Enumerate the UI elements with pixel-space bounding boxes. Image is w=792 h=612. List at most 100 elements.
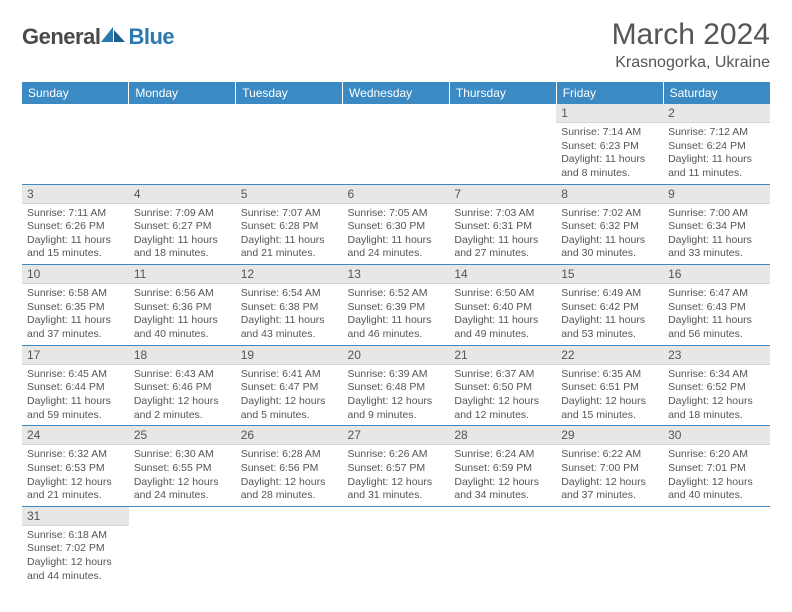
daylight-text: Daylight: 12 hours and 12 minutes. bbox=[454, 395, 551, 422]
daylight-text: Daylight: 11 hours and 43 minutes. bbox=[241, 314, 338, 341]
day-details: Sunrise: 7:05 AMSunset: 6:30 PMDaylight:… bbox=[343, 204, 450, 265]
day-header: Sunday bbox=[22, 82, 129, 104]
day-number: 23 bbox=[663, 346, 770, 365]
day-details: Sunrise: 6:24 AMSunset: 6:59 PMDaylight:… bbox=[449, 445, 556, 506]
sunrise-text: Sunrise: 6:43 AM bbox=[134, 368, 231, 382]
calendar-cell: 14Sunrise: 6:50 AMSunset: 6:40 PMDayligh… bbox=[449, 265, 556, 346]
day-details: Sunrise: 6:43 AMSunset: 6:46 PMDaylight:… bbox=[129, 365, 236, 426]
calendar-cell: 29Sunrise: 6:22 AMSunset: 7:00 PMDayligh… bbox=[556, 426, 663, 507]
brand-name-b: Blue bbox=[128, 24, 174, 50]
calendar-cell bbox=[129, 104, 236, 184]
day-details: Sunrise: 6:45 AMSunset: 6:44 PMDaylight:… bbox=[22, 365, 129, 426]
day-number: 19 bbox=[236, 346, 343, 365]
sunset-text: Sunset: 6:55 PM bbox=[134, 462, 231, 476]
calendar-cell bbox=[343, 506, 450, 586]
calendar-cell: 30Sunrise: 6:20 AMSunset: 7:01 PMDayligh… bbox=[663, 426, 770, 507]
sunrise-text: Sunrise: 7:02 AM bbox=[561, 207, 658, 221]
sunrise-text: Sunrise: 7:11 AM bbox=[27, 207, 124, 221]
calendar-cell: 26Sunrise: 6:28 AMSunset: 6:56 PMDayligh… bbox=[236, 426, 343, 507]
daylight-text: Daylight: 11 hours and 56 minutes. bbox=[668, 314, 765, 341]
day-details: Sunrise: 7:14 AMSunset: 6:23 PMDaylight:… bbox=[556, 123, 663, 184]
day-number: 28 bbox=[449, 426, 556, 445]
calendar-body: 1Sunrise: 7:14 AMSunset: 6:23 PMDaylight… bbox=[22, 104, 770, 586]
day-number: 10 bbox=[22, 265, 129, 284]
calendar-cell: 3Sunrise: 7:11 AMSunset: 6:26 PMDaylight… bbox=[22, 184, 129, 265]
sunrise-text: Sunrise: 6:41 AM bbox=[241, 368, 338, 382]
day-details: Sunrise: 6:39 AMSunset: 6:48 PMDaylight:… bbox=[343, 365, 450, 426]
calendar-grid: SundayMondayTuesdayWednesdayThursdayFrid… bbox=[22, 82, 770, 586]
sunset-text: Sunset: 6:47 PM bbox=[241, 381, 338, 395]
sunset-text: Sunset: 6:40 PM bbox=[454, 301, 551, 315]
daylight-text: Daylight: 12 hours and 9 minutes. bbox=[348, 395, 445, 422]
calendar-cell: 17Sunrise: 6:45 AMSunset: 6:44 PMDayligh… bbox=[22, 345, 129, 426]
sunset-text: Sunset: 6:38 PM bbox=[241, 301, 338, 315]
sunset-text: Sunset: 6:27 PM bbox=[134, 220, 231, 234]
sunrise-text: Sunrise: 7:14 AM bbox=[561, 126, 658, 140]
day-number: 12 bbox=[236, 265, 343, 284]
day-number: 26 bbox=[236, 426, 343, 445]
calendar-week: 3Sunrise: 7:11 AMSunset: 6:26 PMDaylight… bbox=[22, 184, 770, 265]
day-details: Sunrise: 6:28 AMSunset: 6:56 PMDaylight:… bbox=[236, 445, 343, 506]
page-header: General Blue March 2024 Krasnogorka, Ukr… bbox=[22, 18, 770, 72]
day-number: 24 bbox=[22, 426, 129, 445]
day-number: 5 bbox=[236, 185, 343, 204]
sunrise-text: Sunrise: 7:12 AM bbox=[668, 126, 765, 140]
daylight-text: Daylight: 12 hours and 21 minutes. bbox=[27, 476, 124, 503]
day-header-row: SundayMondayTuesdayWednesdayThursdayFrid… bbox=[22, 82, 770, 104]
daylight-text: Daylight: 11 hours and 49 minutes. bbox=[454, 314, 551, 341]
sunrise-text: Sunrise: 6:18 AM bbox=[27, 529, 124, 543]
sunset-text: Sunset: 6:36 PM bbox=[134, 301, 231, 315]
day-number: 30 bbox=[663, 426, 770, 445]
day-details: Sunrise: 7:09 AMSunset: 6:27 PMDaylight:… bbox=[129, 204, 236, 265]
day-details: Sunrise: 6:20 AMSunset: 7:01 PMDaylight:… bbox=[663, 445, 770, 506]
sunrise-text: Sunrise: 6:52 AM bbox=[348, 287, 445, 301]
day-details: Sunrise: 6:18 AMSunset: 7:02 PMDaylight:… bbox=[22, 526, 129, 587]
calendar-cell: 12Sunrise: 6:54 AMSunset: 6:38 PMDayligh… bbox=[236, 265, 343, 346]
calendar-cell bbox=[663, 506, 770, 586]
sunset-text: Sunset: 6:30 PM bbox=[348, 220, 445, 234]
calendar-cell: 24Sunrise: 6:32 AMSunset: 6:53 PMDayligh… bbox=[22, 426, 129, 507]
daylight-text: Daylight: 11 hours and 21 minutes. bbox=[241, 234, 338, 261]
day-details: Sunrise: 7:02 AMSunset: 6:32 PMDaylight:… bbox=[556, 204, 663, 265]
calendar-cell: 20Sunrise: 6:39 AMSunset: 6:48 PMDayligh… bbox=[343, 345, 450, 426]
day-header: Monday bbox=[129, 82, 236, 104]
day-number: 7 bbox=[449, 185, 556, 204]
daylight-text: Daylight: 11 hours and 30 minutes. bbox=[561, 234, 658, 261]
sunset-text: Sunset: 6:50 PM bbox=[454, 381, 551, 395]
sunset-text: Sunset: 6:52 PM bbox=[668, 381, 765, 395]
calendar-cell bbox=[236, 104, 343, 184]
day-number: 21 bbox=[449, 346, 556, 365]
day-header: Saturday bbox=[663, 82, 770, 104]
calendar-cell: 11Sunrise: 6:56 AMSunset: 6:36 PMDayligh… bbox=[129, 265, 236, 346]
sunset-text: Sunset: 6:23 PM bbox=[561, 140, 658, 154]
calendar-cell: 9Sunrise: 7:00 AMSunset: 6:34 PMDaylight… bbox=[663, 184, 770, 265]
calendar-cell bbox=[236, 506, 343, 586]
calendar-week: 24Sunrise: 6:32 AMSunset: 6:53 PMDayligh… bbox=[22, 426, 770, 507]
sunset-text: Sunset: 6:48 PM bbox=[348, 381, 445, 395]
day-details: Sunrise: 7:11 AMSunset: 6:26 PMDaylight:… bbox=[22, 204, 129, 265]
sunrise-text: Sunrise: 7:05 AM bbox=[348, 207, 445, 221]
day-number: 15 bbox=[556, 265, 663, 284]
day-details: Sunrise: 6:37 AMSunset: 6:50 PMDaylight:… bbox=[449, 365, 556, 426]
calendar-week: 31Sunrise: 6:18 AMSunset: 7:02 PMDayligh… bbox=[22, 506, 770, 586]
daylight-text: Daylight: 12 hours and 24 minutes. bbox=[134, 476, 231, 503]
daylight-text: Daylight: 12 hours and 18 minutes. bbox=[668, 395, 765, 422]
calendar-cell bbox=[449, 104, 556, 184]
sunset-text: Sunset: 6:57 PM bbox=[348, 462, 445, 476]
day-number: 3 bbox=[22, 185, 129, 204]
sunrise-text: Sunrise: 6:22 AM bbox=[561, 448, 658, 462]
sunrise-text: Sunrise: 7:09 AM bbox=[134, 207, 231, 221]
calendar-cell bbox=[129, 506, 236, 586]
day-number: 13 bbox=[343, 265, 450, 284]
calendar-page: General Blue March 2024 Krasnogorka, Ukr… bbox=[0, 0, 792, 604]
calendar-cell bbox=[449, 506, 556, 586]
sunrise-text: Sunrise: 6:32 AM bbox=[27, 448, 124, 462]
day-details: Sunrise: 6:50 AMSunset: 6:40 PMDaylight:… bbox=[449, 284, 556, 345]
day-number: 16 bbox=[663, 265, 770, 284]
sunset-text: Sunset: 6:42 PM bbox=[561, 301, 658, 315]
calendar-cell: 19Sunrise: 6:41 AMSunset: 6:47 PMDayligh… bbox=[236, 345, 343, 426]
calendar-cell: 1Sunrise: 7:14 AMSunset: 6:23 PMDaylight… bbox=[556, 104, 663, 184]
sunset-text: Sunset: 6:44 PM bbox=[27, 381, 124, 395]
day-details: Sunrise: 7:03 AMSunset: 6:31 PMDaylight:… bbox=[449, 204, 556, 265]
daylight-text: Daylight: 12 hours and 37 minutes. bbox=[561, 476, 658, 503]
